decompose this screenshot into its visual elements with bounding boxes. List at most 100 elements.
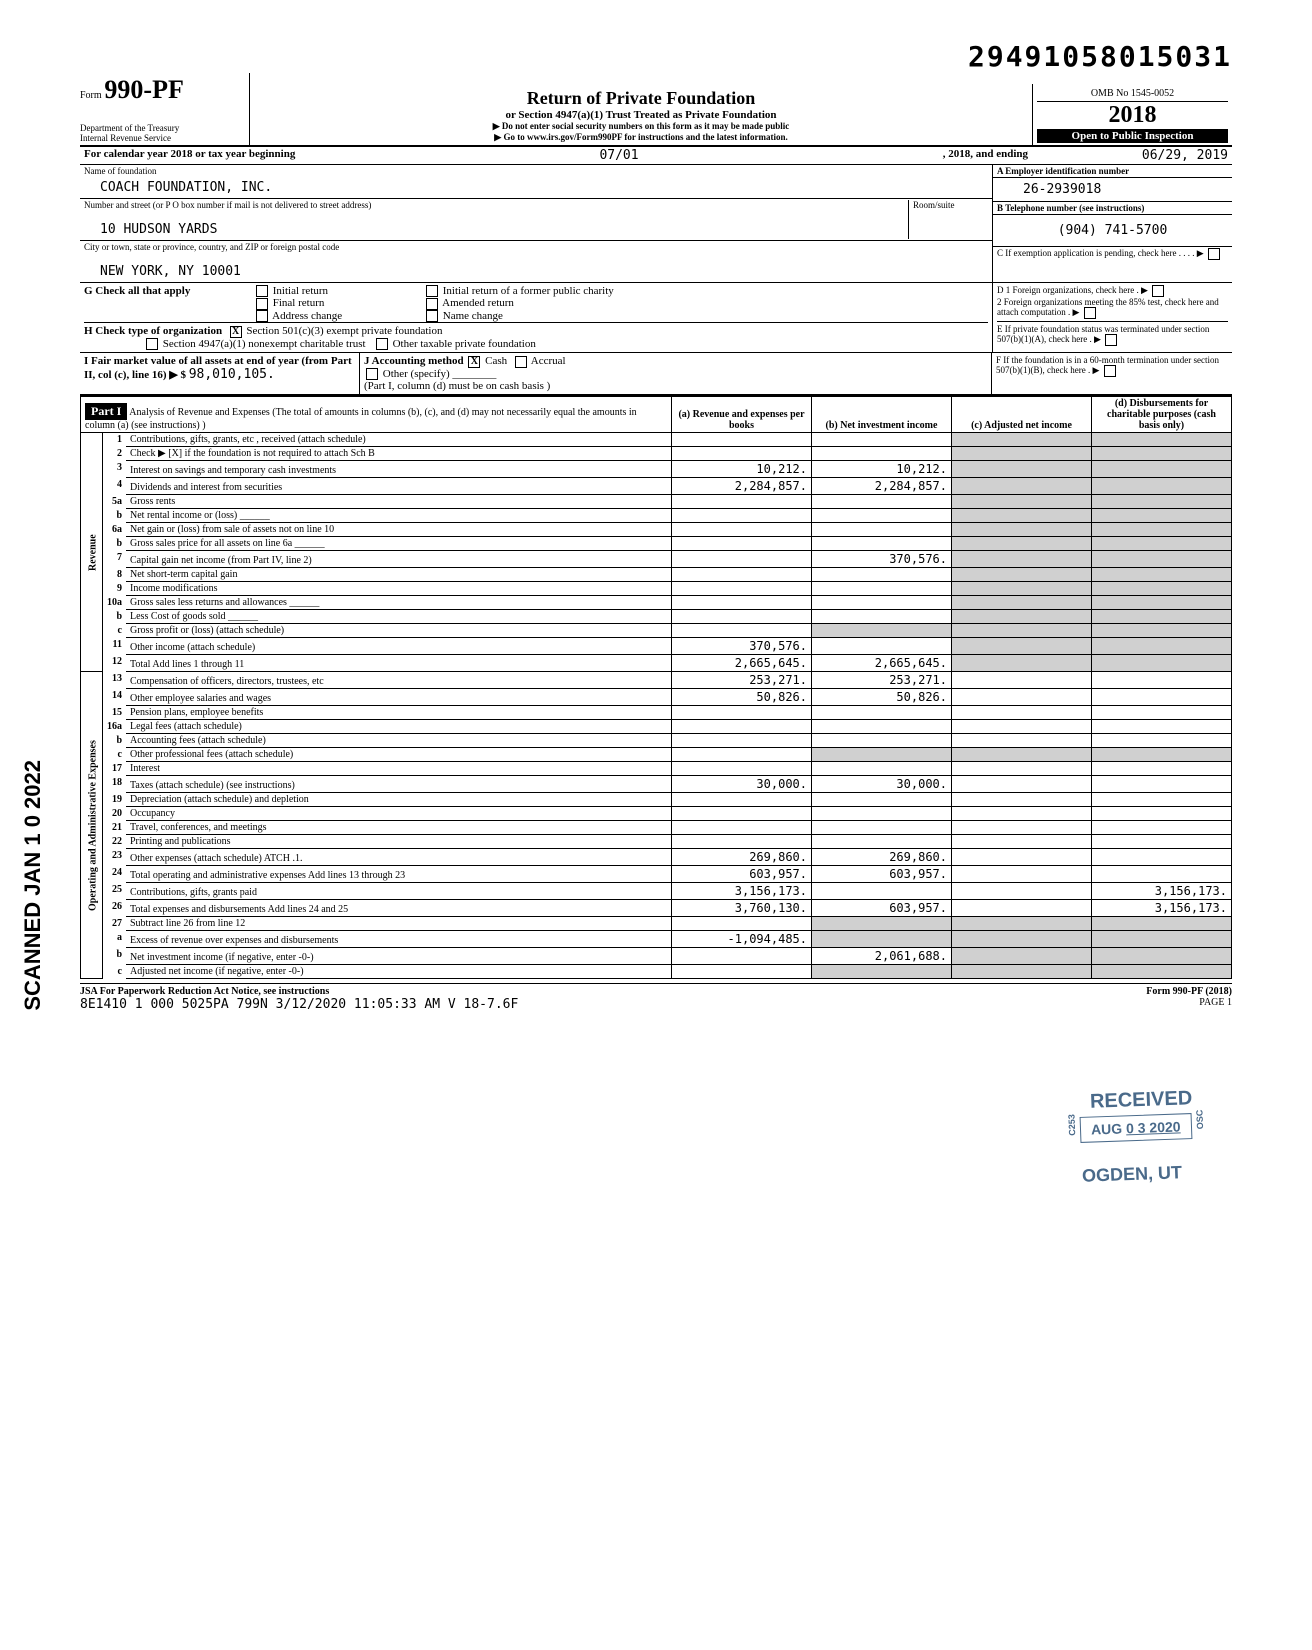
col-d: (d) Disbursements for charitable purpose… bbox=[1092, 397, 1232, 433]
city-label: City or town, state or province, country… bbox=[84, 242, 988, 252]
line-num: a bbox=[103, 931, 127, 948]
line-num: 13 bbox=[103, 672, 127, 689]
col-d-val bbox=[1092, 720, 1232, 734]
line-desc: Other professional fees (attach schedule… bbox=[126, 748, 672, 762]
ck-initial[interactable] bbox=[256, 285, 268, 297]
col-b-val: 30,000. bbox=[812, 776, 952, 793]
line-desc: Total operating and administrative expen… bbox=[126, 866, 672, 883]
line-num: 12 bbox=[103, 655, 127, 672]
col-b-val bbox=[812, 568, 952, 582]
col-b-val bbox=[812, 447, 952, 461]
footer-left1: JSA For Paperwork Reduction Act Notice, … bbox=[80, 986, 518, 997]
col-b-val bbox=[812, 596, 952, 610]
ck-accrual[interactable] bbox=[515, 356, 527, 368]
j-cash: Cash bbox=[485, 355, 507, 367]
cal-label: For calendar year 2018 or tax year begin… bbox=[80, 147, 299, 164]
col-b-val bbox=[812, 495, 952, 509]
line-num: 1 bbox=[103, 433, 127, 447]
ck-4947[interactable] bbox=[146, 338, 158, 350]
ck-501c3[interactable]: X bbox=[230, 326, 242, 338]
ck-final[interactable] bbox=[256, 298, 268, 310]
col-b-val bbox=[812, 931, 952, 948]
col-b-val: 2,665,645. bbox=[812, 655, 952, 672]
line-desc: Occupancy bbox=[126, 807, 672, 821]
col-b-val bbox=[812, 734, 952, 748]
col-b-val: 253,271. bbox=[812, 672, 952, 689]
line-desc: Net gain or (loss) from sale of assets n… bbox=[126, 523, 672, 537]
col-d-val: 3,156,173. bbox=[1092, 883, 1232, 900]
open-inspection: Open to Public Inspection bbox=[1037, 129, 1228, 143]
col-b-val: 603,957. bbox=[812, 900, 952, 917]
form-title: Return of Private Foundation bbox=[258, 88, 1024, 109]
col-b-val bbox=[812, 835, 952, 849]
col-c-val bbox=[952, 596, 1092, 610]
ck-former[interactable] bbox=[426, 285, 438, 297]
col-d-val bbox=[1092, 835, 1232, 849]
ck-cash[interactable]: X bbox=[468, 356, 480, 368]
line-num: c bbox=[103, 624, 127, 638]
col-b-val bbox=[812, 537, 952, 551]
col-a-val bbox=[672, 835, 812, 849]
dept1: Department of the Treasury bbox=[80, 123, 243, 133]
col-a-val: 3,760,130. bbox=[672, 900, 812, 917]
col-d-val bbox=[1092, 638, 1232, 655]
col-d-val bbox=[1092, 509, 1232, 523]
col-a-val bbox=[672, 720, 812, 734]
col-a-val bbox=[672, 821, 812, 835]
col-d-val bbox=[1092, 734, 1232, 748]
col-c-val bbox=[952, 821, 1092, 835]
col-a-val: 603,957. bbox=[672, 866, 812, 883]
col-c-val bbox=[952, 689, 1092, 706]
col-c-val bbox=[952, 568, 1092, 582]
line-desc: Contributions, gifts, grants, etc , rece… bbox=[126, 433, 672, 447]
line-desc: Compensation of officers, directors, tru… bbox=[126, 672, 672, 689]
col-d-val bbox=[1092, 866, 1232, 883]
dept2: Internal Revenue Service bbox=[80, 133, 243, 143]
h-opt1: Section 501(c)(3) exempt private foundat… bbox=[246, 325, 442, 337]
ck-other-tax[interactable] bbox=[376, 338, 388, 350]
col-d-val bbox=[1092, 776, 1232, 793]
f: F If the foundation is in a 60-month ter… bbox=[992, 353, 1232, 394]
line-num: 19 bbox=[103, 793, 127, 807]
line-desc: Net short-term capital gain bbox=[126, 568, 672, 582]
col-d-val bbox=[1092, 762, 1232, 776]
col-c-val bbox=[952, 495, 1092, 509]
h-opt2: Section 4947(a)(1) nonexempt charitable … bbox=[163, 338, 366, 350]
line-desc: Pension plans, employee benefits bbox=[126, 706, 672, 720]
col-d-val bbox=[1092, 624, 1232, 638]
col-a-val: -1,094,485. bbox=[672, 931, 812, 948]
col-a-val: 370,576. bbox=[672, 638, 812, 655]
line-desc: Total Add lines 1 through 11 bbox=[126, 655, 672, 672]
ck-amend[interactable] bbox=[426, 298, 438, 310]
col-c-val bbox=[952, 866, 1092, 883]
g-opt-3: Initial return of a former public charit… bbox=[443, 285, 614, 297]
form-sub2: Do not enter social security numbers on … bbox=[258, 121, 1024, 132]
scanned-stamp: SCANNED JAN 1 0 2022 bbox=[20, 760, 46, 1011]
ck-addr[interactable] bbox=[256, 310, 268, 322]
line-num: 3 bbox=[103, 461, 127, 478]
col-a-val: 10,212. bbox=[672, 461, 812, 478]
col-c-val bbox=[952, 433, 1092, 447]
col-c-val bbox=[952, 849, 1092, 866]
ck-name[interactable] bbox=[426, 310, 438, 322]
form-sub1: or Section 4947(a)(1) Trust Treated as P… bbox=[258, 109, 1024, 121]
j-label: J Accounting method bbox=[364, 355, 464, 367]
col-a-val bbox=[672, 568, 812, 582]
e: E If private foundation status was termi… bbox=[997, 321, 1228, 346]
line-desc: Excess of revenue over expenses and disb… bbox=[126, 931, 672, 948]
phone: (904) 741-5700 bbox=[993, 215, 1232, 247]
col-c-val bbox=[952, 835, 1092, 849]
line-desc: Contributions, gifts, grants paid bbox=[126, 883, 672, 900]
line-num: 5a bbox=[103, 495, 127, 509]
col-a-val: 3,156,173. bbox=[672, 883, 812, 900]
col-a-val: 2,665,645. bbox=[672, 655, 812, 672]
col-d-val bbox=[1092, 461, 1232, 478]
col-b-val: 2,284,857. bbox=[812, 478, 952, 495]
col-d-val bbox=[1092, 610, 1232, 624]
line-desc: Other income (attach schedule) bbox=[126, 638, 672, 655]
line-desc: Dividends and interest from securities bbox=[126, 478, 672, 495]
ck-other-meth[interactable] bbox=[366, 368, 378, 380]
line-num: 27 bbox=[103, 917, 127, 931]
g-opt-5: Name change bbox=[443, 310, 503, 322]
col-b-val: 50,826. bbox=[812, 689, 952, 706]
